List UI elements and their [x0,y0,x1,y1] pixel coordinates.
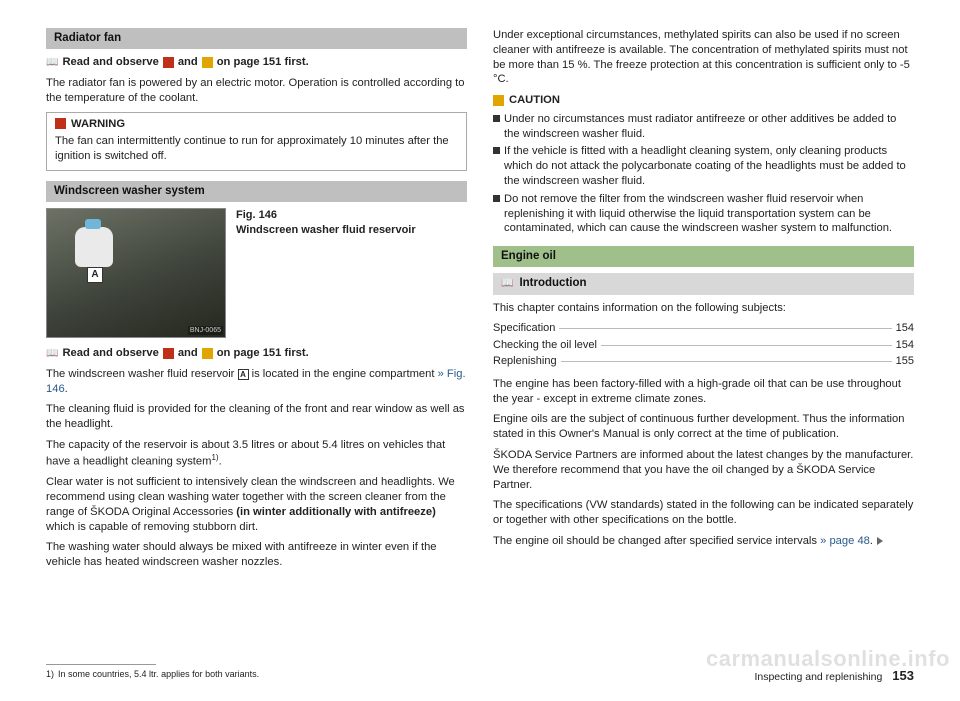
heading-radiator-fan: Radiator fan [46,28,467,49]
text: The engine oil should be changed after s… [493,535,820,547]
book-icon [46,346,58,361]
read-suffix: on page 151 first. [217,55,309,70]
footnote-ref: 1) [211,453,218,462]
warning-text: The fan can intermittently continue to r… [55,134,458,164]
engine-p2: Engine oils are the subject of continuou… [493,412,914,442]
washer-p3: The capacity of the reservoir is about 3… [46,438,467,469]
caution-title: CAUTION [493,93,914,108]
washer-p5: The washing water should always be mixed… [46,540,467,570]
washer-p1: The windscreen washer fluid reservoir A … [46,367,467,397]
footnote-rule [46,664,156,665]
page-footer: Inspecting and replenishing 153 [754,667,914,685]
caution-label: CAUTION [509,93,560,108]
warning-box: WARNING The fan can intermittently conti… [46,112,467,171]
engine-p4: The specifications (VW standards) stated… [493,498,914,528]
footer-section: Inspecting and replenishing [754,671,882,685]
toc-page: 154 [896,321,914,336]
warning-square-icon [163,348,174,359]
figure-image: A BNJ-0065 [46,208,226,338]
figure-caption: Fig. 146 Windscreen washer fluid reservo… [236,208,416,338]
marker-a-inline: A [238,369,249,380]
bullet-icon [493,115,500,122]
read-observe-line: Read and observe and on page 151 first. [46,346,467,361]
washer-p2: The cleaning fluid is provided for the c… [46,402,467,432]
text: which is capable of removing stubborn di… [46,521,258,533]
caution-text: Under no circumstances must radiator ant… [504,112,914,142]
radiator-paragraph: The radiator fan is powered by an electr… [46,76,467,106]
text: is located in the engine compartment [249,368,438,380]
engine-intro: This chapter contains information on the… [493,301,914,316]
caution-item: If the vehicle is fitted with a headligh… [493,144,914,188]
right-column: Under exceptional circumstances, methyla… [493,28,914,681]
footnote: 1) In some countries, 5.4 ltr. applies f… [46,669,467,681]
warning-title: WARNING [55,117,458,132]
bullet-icon [493,195,500,202]
read-observe-line: Read and observe and on page 151 first. [46,55,467,70]
warning-label: WARNING [71,117,125,132]
toc-row: Checking the oil level 154 [493,338,914,353]
washer-bottle-shape [75,227,113,267]
toc-page: 154 [896,338,914,353]
heading-engine-oil: Engine oil [493,246,914,267]
caution-square-icon [202,57,213,68]
engine-p1: The engine has been factory-filled with … [493,377,914,407]
toc-row: Replenishing 155 [493,354,914,369]
intro-label: Introduction [519,276,586,291]
caution-text: Do not remove the filter from the windsc… [504,192,914,236]
left-column: Radiator fan Read and observe and on pag… [46,28,467,681]
toc-label: Replenishing [493,354,557,369]
engine-p3: ŠKODA Service Partners are informed abou… [493,448,914,492]
text: The capacity of the reservoir is about 3… [46,439,445,468]
caution-square-icon [493,95,504,106]
book-icon [46,55,58,70]
caution-square-icon [202,348,213,359]
read-mid: and [178,55,198,70]
warning-square-icon [55,118,66,129]
washer-p4: Clear water is not sufficient to intensi… [46,475,467,534]
toc-leader [601,345,892,346]
figure-number: Fig. 146 [236,208,416,223]
toc-leader [561,361,892,362]
read-mid: and [178,346,198,361]
book-icon [501,276,513,291]
warning-square-icon [163,57,174,68]
footnote-mark: 1) [46,669,54,681]
toc-label: Specification [493,321,555,336]
bullet-icon [493,147,500,154]
toc-leader [559,328,891,329]
text-bold: (in winter additionally with antifreeze) [236,506,436,518]
page-link[interactable]: » page 48 [820,535,870,547]
footer-page-number: 153 [892,667,914,684]
figure-code: BNJ-0065 [188,326,223,335]
continue-arrow-icon [877,537,883,545]
intro-paragraph: Under exceptional circumstances, methyla… [493,28,914,87]
toc-page: 155 [896,354,914,369]
caution-item: Under no circumstances must radiator ant… [493,112,914,142]
read-prefix: Read and observe [62,55,158,70]
caution-item: Do not remove the filter from the windsc… [493,192,914,236]
text: The windscreen washer fluid reservoir [46,368,238,380]
toc-label: Checking the oil level [493,338,597,353]
read-prefix: Read and observe [62,346,158,361]
toc-row: Specification 154 [493,321,914,336]
figure-marker-a: A [87,267,103,283]
heading-washer-system: Windscreen washer system [46,181,467,202]
subheading-introduction: Introduction [493,273,914,294]
engine-p5: The engine oil should be changed after s… [493,534,914,549]
manual-page: Radiator fan Read and observe and on pag… [0,0,960,701]
read-suffix: on page 151 first. [217,346,309,361]
footnote-text: In some countries, 5.4 ltr. applies for … [58,669,259,681]
figure-title: Windscreen washer fluid reservoir [236,223,416,238]
washer-cap-shape [85,219,101,229]
figure-row: A BNJ-0065 Fig. 146 Windscreen washer fl… [46,208,467,338]
caution-text: If the vehicle is fitted with a headligh… [504,144,914,188]
